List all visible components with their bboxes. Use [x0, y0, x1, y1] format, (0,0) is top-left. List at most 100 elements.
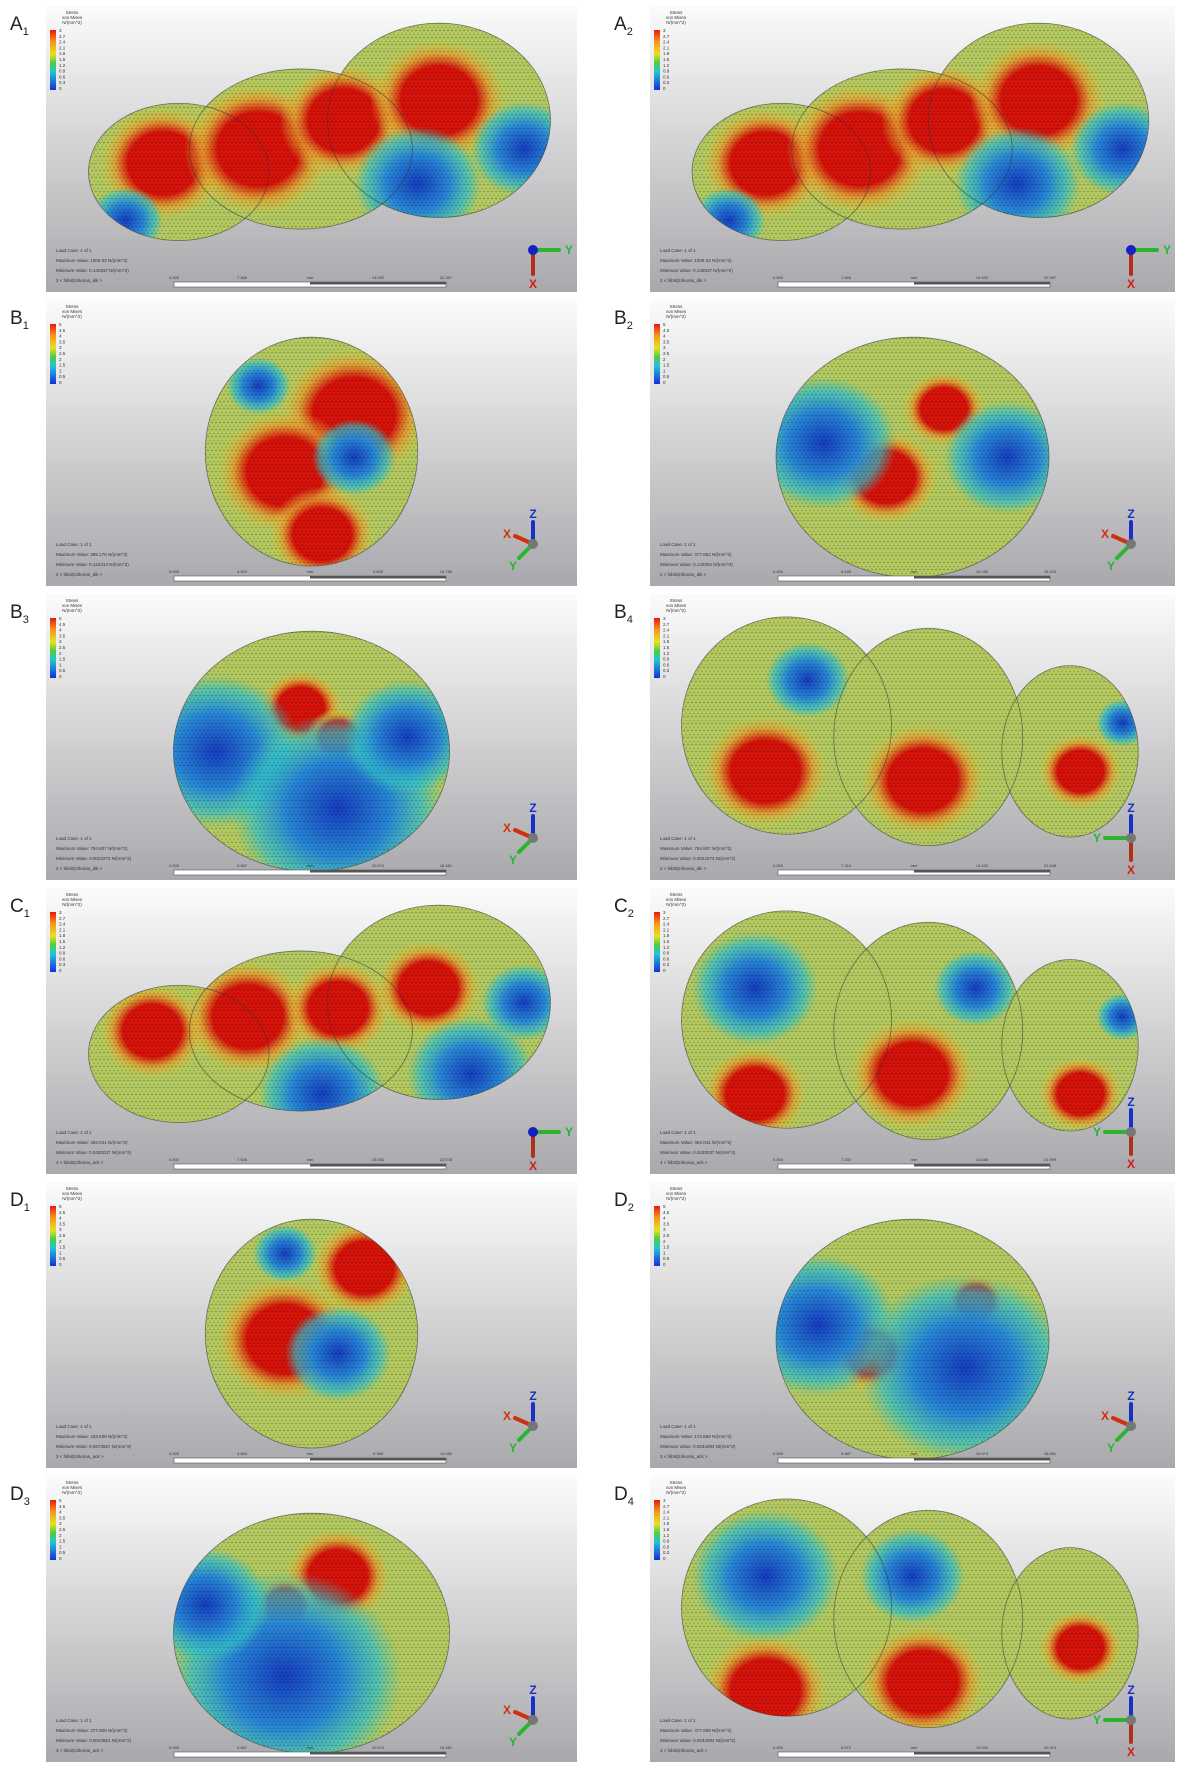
axis-origin [1126, 1127, 1136, 1137]
panel-label: B2 [614, 308, 633, 332]
axis-origin [1126, 833, 1136, 843]
legend-value: 2.1 [663, 45, 670, 50]
legend-value: 1.2 [663, 945, 670, 950]
axis-origin [1126, 1421, 1136, 1431]
scale-label: 5.487 [237, 863, 248, 868]
legend-title: N/(mm^2) [62, 1196, 82, 1201]
scale-label: 14.932 [372, 275, 385, 280]
info-model: 3 < hibrit|zirkonia_ack > [660, 1748, 708, 1753]
scale-bar-segment [310, 282, 446, 285]
axis-label: Y [1093, 1713, 1101, 1727]
scale-label: 14.760 [440, 569, 453, 574]
legend-value: 2.4 [59, 40, 66, 45]
panel-subscript: 2 [628, 908, 634, 920]
axis-label: Z [529, 507, 536, 521]
color-bar [654, 912, 660, 972]
axis-origin [528, 1715, 538, 1725]
axis-label: X [529, 1159, 537, 1173]
legend-value: 1.5 [663, 1245, 670, 1250]
scale-label: 5.487 [841, 1451, 852, 1456]
legend-value: 2.4 [663, 1510, 670, 1515]
color-bar [50, 30, 56, 90]
color-bar [50, 324, 56, 384]
color-bar [50, 618, 56, 678]
panel-subscript: 4 [627, 614, 633, 626]
info-max: Maximum Value: 494.041 N/(mm^2) [56, 1140, 128, 1145]
axis-origin [1126, 1715, 1136, 1725]
legend-value: 2.1 [663, 1515, 670, 1520]
panel-subscript: 4 [628, 1496, 634, 1508]
panel-letter: D [10, 1190, 24, 1211]
scale-label: mm [911, 1157, 918, 1162]
legend-title: N/(mm^2) [666, 902, 686, 907]
scale-label: 7.466 [841, 275, 852, 280]
legend-value: 1.2 [663, 651, 670, 656]
legend-value: 0.3 [663, 80, 670, 85]
fea-panel: Stressvon MisesN/(mm^2)32.72.42.11.81.51… [650, 594, 1175, 880]
axis-label: X [529, 277, 537, 291]
panel-letter: B [10, 602, 23, 623]
scale-bar-segment [914, 282, 1050, 285]
panel-letter: D [10, 1484, 24, 1505]
scale-bar-segment [310, 1752, 446, 1755]
scale-label: 14.082 [440, 1451, 453, 1456]
panel-letter: B [614, 602, 627, 623]
axis-label: Y [1093, 831, 1101, 845]
fea-panel: Stressvon MisesN/(mm^2)32.72.42.11.81.51… [46, 6, 577, 292]
scale-label: 4.694 [237, 1451, 248, 1456]
color-bar [50, 912, 56, 972]
panel-letter: B [614, 308, 627, 329]
info-load-case: Load Case: 1 of 1 [56, 542, 92, 547]
legend-title: N/(mm^2) [62, 1490, 82, 1495]
legend-value: 2.4 [663, 628, 670, 633]
axis-origin [528, 1127, 538, 1137]
panel-label: B4 [614, 602, 633, 626]
axis-label: X [1127, 1745, 1135, 1759]
scale-label: mm [307, 569, 314, 574]
scale-label: 16.461 [440, 1745, 453, 1750]
legend-title: N/(mm^2) [666, 20, 686, 25]
scale-label: 4.920 [237, 569, 248, 574]
scale-label: mm [307, 1745, 314, 1750]
panel-label: D2 [614, 1190, 634, 1214]
axis-label: X [503, 821, 511, 835]
scale-label: 0.000 [773, 863, 784, 868]
legend-value: 0.3 [663, 962, 670, 967]
figure-canvas: A1Stressvon MisesN/(mm^2)32.72.42.11.81.… [0, 0, 1177, 1767]
axis-label: Y [1163, 243, 1171, 257]
legend-value: 3.5 [59, 339, 66, 344]
legend-value: 1.5 [59, 939, 66, 944]
axis-label: X [1101, 527, 1109, 541]
scale-bar-segment [914, 1458, 1050, 1461]
scale-label: 22.397 [1044, 275, 1057, 280]
legend-value: 1.5 [59, 363, 66, 368]
scale-label: 20.913 [1044, 1745, 1057, 1750]
info-load-case: Load Case: 1 of 1 [660, 1718, 696, 1723]
panel-letter: B [10, 308, 23, 329]
axis-label: Z [1127, 801, 1134, 815]
legend-value: 3.5 [663, 339, 670, 344]
axis-label: X [1127, 863, 1135, 877]
fea-panel: Stressvon MisesN/(mm^2)54.543.532.521.51… [46, 1182, 577, 1468]
axis-label: Z [529, 1683, 536, 1697]
scale-label: mm [911, 1451, 918, 1456]
legend-value: 2.4 [663, 922, 670, 927]
legend-value: 2.7 [663, 916, 670, 921]
legend-value: 1.2 [59, 945, 66, 950]
axis-label: Z [1127, 1095, 1134, 1109]
panel-letter: D [614, 1190, 628, 1211]
legend-value: 0.6 [663, 662, 670, 667]
legend-value: 0.3 [59, 80, 66, 85]
scale-label: 0.000 [169, 1745, 180, 1750]
panel-label: C2 [614, 896, 634, 920]
info-load-case: Load Case: 1 of 1 [56, 836, 92, 841]
axis-label: Z [529, 801, 536, 815]
info-load-case: Load Case: 1 of 1 [56, 1130, 92, 1135]
info-max: Maximum Value: 395.176 N/(mm^2) [56, 552, 128, 557]
fea-panel: Stressvon MisesN/(mm^2)54.543.532.521.51… [650, 1182, 1175, 1468]
legend-value: 1.5 [59, 57, 66, 62]
scale-bar-segment [310, 870, 446, 873]
scale-bar-segment [914, 870, 1050, 873]
